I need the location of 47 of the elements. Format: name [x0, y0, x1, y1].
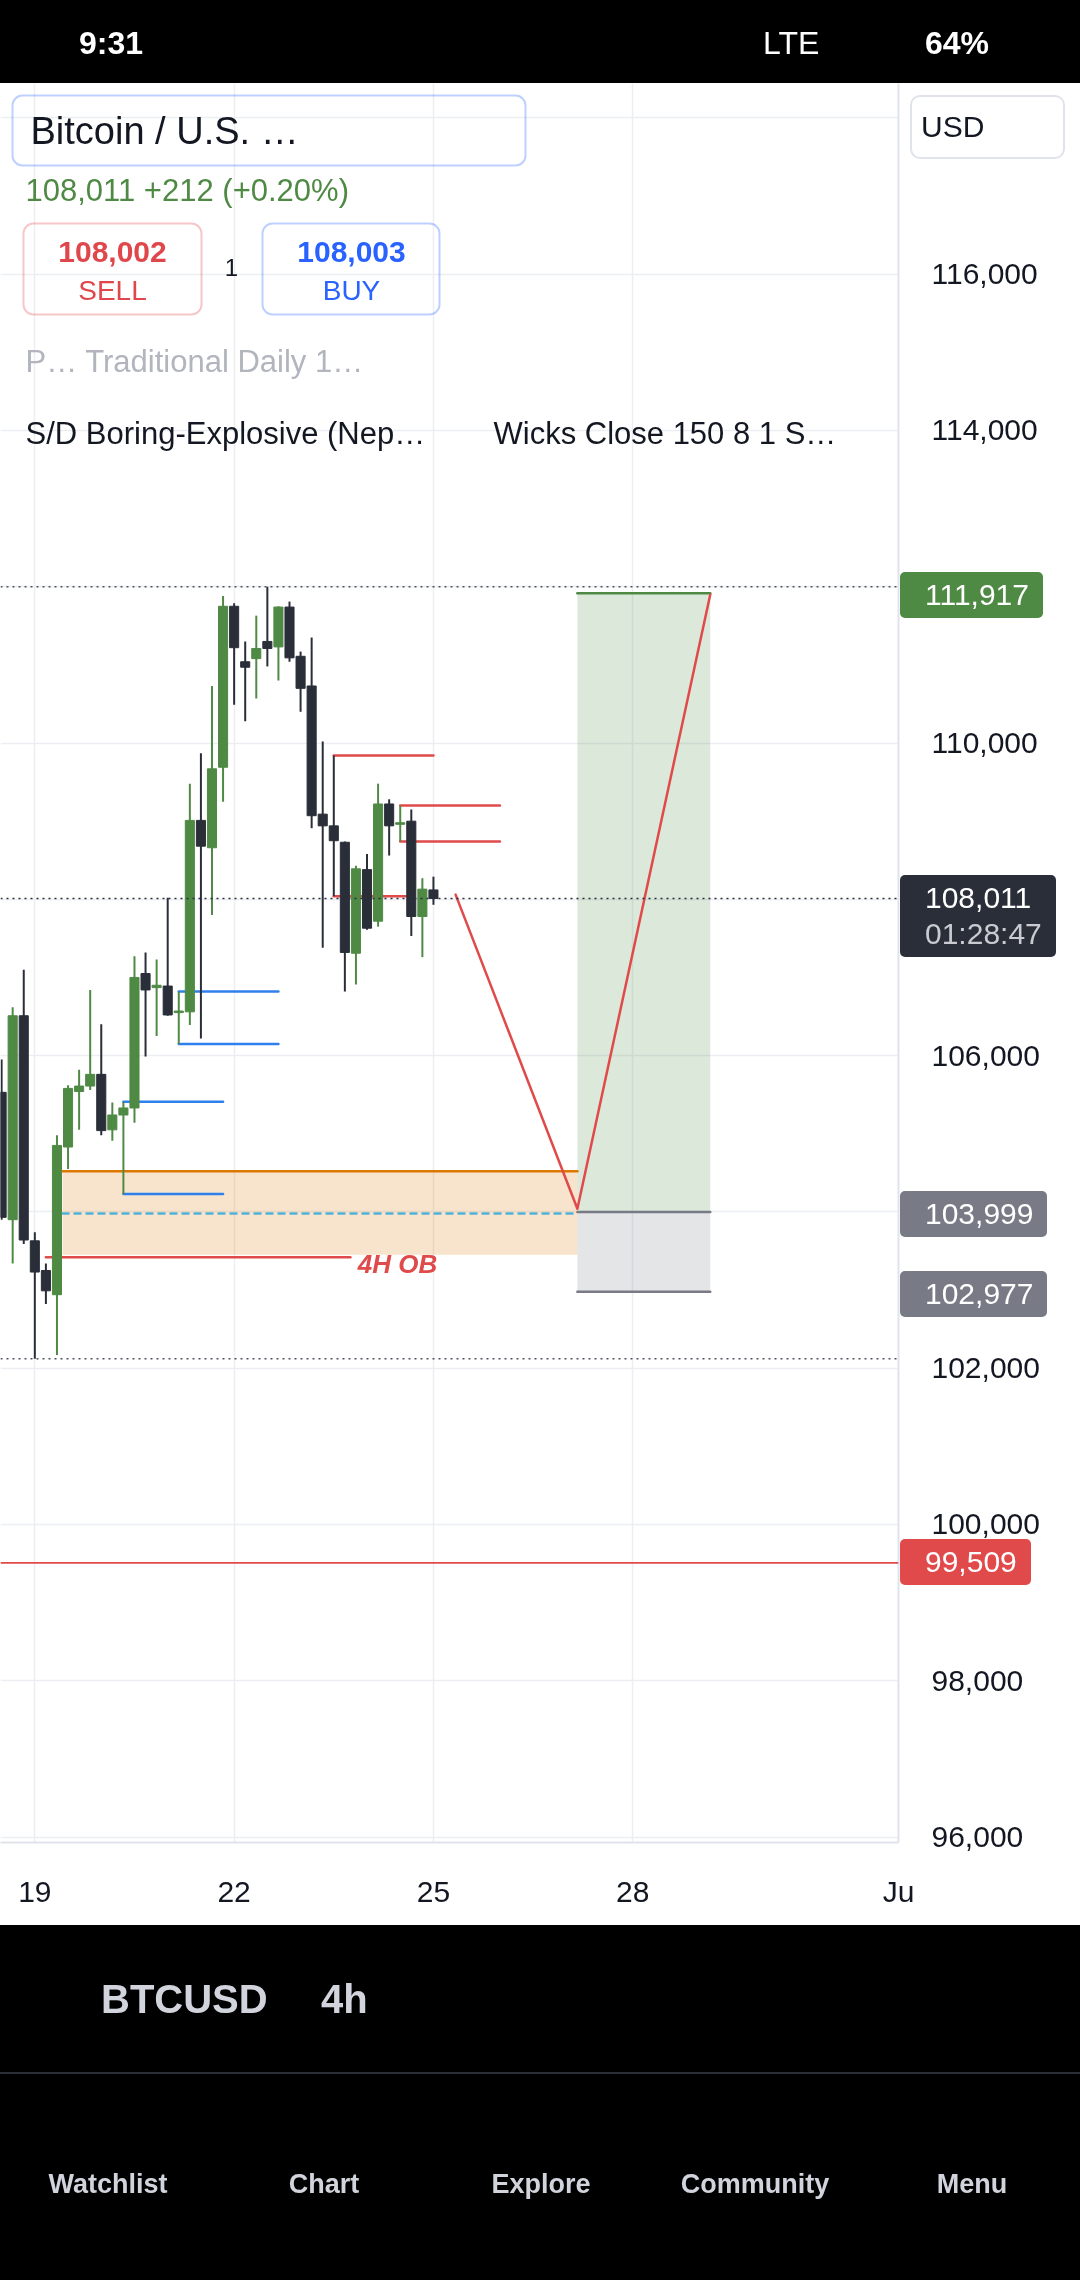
- text: 9:31: [79, 23, 144, 63]
- y-tick-label: 96,000: [931, 1820, 1024, 1854]
- x-tick-label: 28: [616, 1874, 650, 1908]
- text: Bitcoin / U.S. …: [30, 109, 299, 152]
- text: Explore: [491, 2167, 591, 2201]
- x-tick-label: 25: [416, 1874, 451, 1908]
- y-tick-label: 100,000: [931, 1507, 1040, 1541]
- annotation: 108,003: [297, 234, 406, 268]
- y-tick-label: 116,000: [931, 257, 1038, 291]
- text: 111,917: [925, 577, 1029, 613]
- annotation: P… Traditional Daily 1…: [25, 344, 364, 379]
- candlestick: [140, 951, 151, 1058]
- y-tick-label: 98,000: [931, 1663, 1024, 1697]
- text: 102,977: [925, 1276, 1034, 1312]
- candlestick: [240, 640, 251, 723]
- candlestick: [262, 585, 273, 668]
- annotation: S/D Boring-Explosive (Nep…: [25, 416, 426, 451]
- text: USD: [910, 95, 1065, 159]
- candlestick: [395, 804, 406, 843]
- y-tick-label: 106,000: [931, 1038, 1040, 1072]
- candlestick: [151, 958, 162, 1038]
- y-tick-label: 114,000: [931, 413, 1038, 447]
- annotation: 4H OB: [356, 1248, 438, 1279]
- annotation: SELL: [78, 275, 147, 306]
- text: Watchlist: [48, 2167, 168, 2201]
- text: 4h: [321, 1976, 368, 2023]
- annotation: Wicks Close 150 8 1 S…: [493, 416, 837, 451]
- candlestick: [384, 798, 395, 857]
- x-tick-label: 19: [18, 1874, 52, 1908]
- text: Community: [680, 2167, 830, 2201]
- ref-line-label: 108,011 01:28:47: [925, 880, 1042, 952]
- text: 108,011 +212 (+0.20%): [25, 173, 349, 208]
- annotation: BUY: [322, 275, 381, 306]
- x-tick-label: Ju: [882, 1874, 915, 1908]
- text: 103,999: [925, 1196, 1034, 1232]
- x-tick-label: 22: [217, 1874, 251, 1908]
- annotation: 1: [224, 254, 239, 281]
- y-tick-label: 110,000: [931, 726, 1038, 760]
- annotation: 108,002: [58, 234, 167, 268]
- text: BTCUSD: [101, 1976, 268, 2023]
- text: 64%: [925, 23, 990, 63]
- candlestick: [251, 614, 262, 700]
- text: Menu: [936, 2167, 1008, 2201]
- ref-line-label: 99,509: [925, 1544, 1017, 1581]
- text: Chart: [288, 2167, 360, 2201]
- text: LTE: [763, 23, 820, 63]
- y-tick-label: 102,000: [931, 1351, 1040, 1385]
